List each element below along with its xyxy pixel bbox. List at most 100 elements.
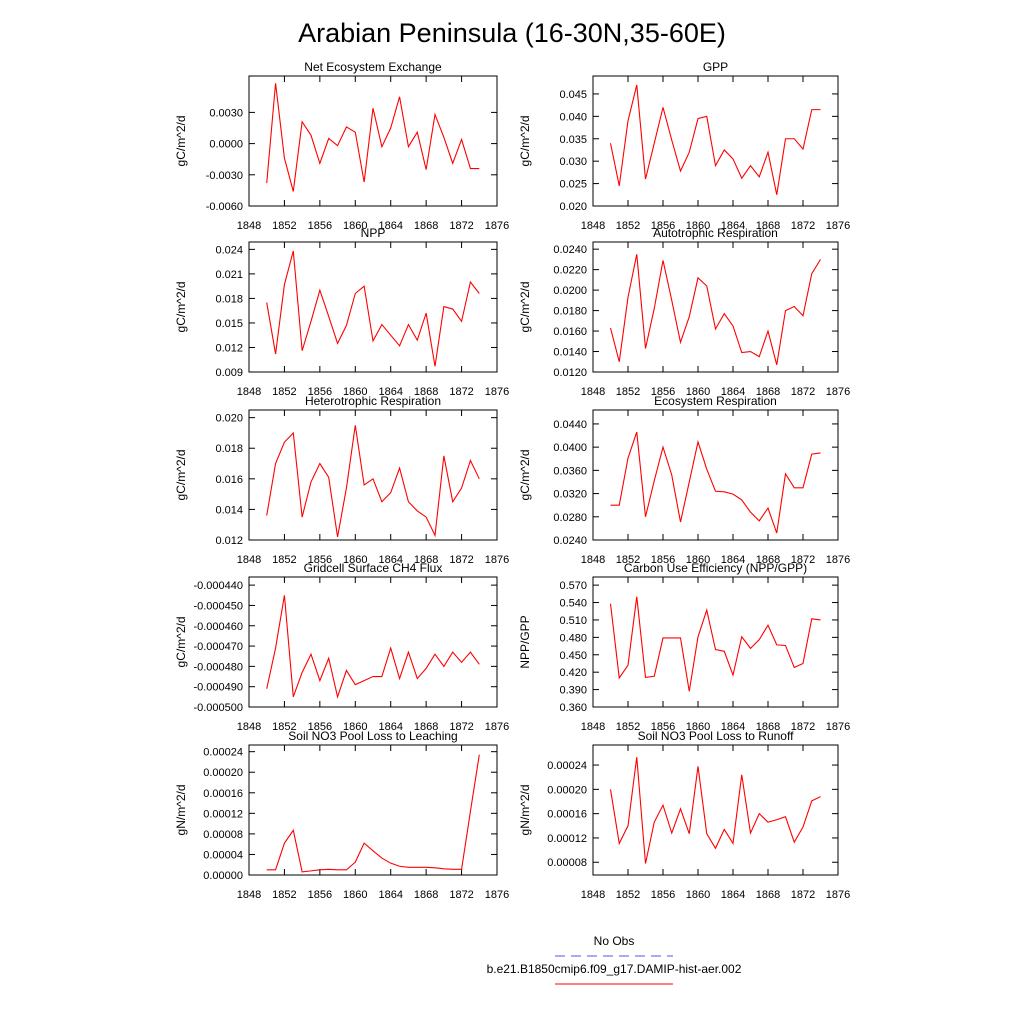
x-tick-label: 1872: [791, 889, 815, 901]
legend-label: b.e21.B1850cmip6.f09_g17.DAMIP-hist-aer.…: [487, 962, 742, 976]
y-tick-label: -0.000450: [193, 600, 243, 612]
x-tick-label: 1860: [343, 554, 367, 566]
x-tick-label: 1856: [651, 220, 675, 232]
y-tick-label: 0.570: [559, 580, 587, 592]
x-tick-label: 1848: [581, 889, 605, 901]
y-tick-label: 0.00000: [203, 870, 243, 882]
y-tick-label: 0.420: [559, 667, 587, 679]
y-axis-label: gC/m^2/d: [174, 617, 188, 668]
y-axis-label: gC/m^2/d: [518, 282, 532, 333]
x-tick-label: 1876: [485, 220, 509, 232]
x-tick-label: 1852: [272, 721, 296, 733]
y-axis-label: gN/m^2/d: [518, 785, 532, 836]
panel: Carbon Use Efficiency (NPP/GPP) NPP/GPP 0.…: [518, 561, 850, 733]
plot-frame: [248, 409, 498, 541]
x-tick-label: 1872: [449, 721, 473, 733]
x-tick-label: 1876: [485, 889, 509, 901]
x-tick-label: 1864: [378, 386, 402, 398]
x-tick-label: 1864: [721, 721, 745, 733]
x-tick-label: 1860: [343, 889, 367, 901]
x-tick-label: 1868: [414, 220, 438, 232]
x-tick-label: 1872: [449, 554, 473, 566]
y-tick-label: 0.0160: [553, 326, 587, 338]
x-tick-label: 1868: [756, 220, 780, 232]
panel-title: Heterotrophic Respiration: [305, 394, 441, 408]
y-tick-label: 0.00008: [203, 829, 243, 841]
data-line: [266, 83, 480, 192]
x-tick-label: 1848: [237, 554, 261, 566]
data-line: [266, 595, 480, 699]
x-tick-label: 1852: [272, 554, 296, 566]
y-tick-label: 0.00020: [547, 784, 587, 796]
x-tick-label: 1872: [449, 386, 473, 398]
x-tick-label: 1860: [686, 554, 710, 566]
x-tick-label: 1872: [791, 721, 815, 733]
x-tick-label: 1860: [686, 889, 710, 901]
y-tick-label: 0.015: [215, 318, 243, 330]
x-tick-label: 1860: [343, 220, 367, 232]
y-tick-label: 0.035: [559, 134, 587, 146]
y-tick-label: 0.00004: [203, 849, 243, 861]
panel: Autotrophic Respiration gC/m^2/d 0.0120 0.0…: [518, 226, 850, 398]
x-tick-label: 1876: [826, 889, 850, 901]
data-line: [609, 84, 821, 195]
data-line: [610, 431, 821, 534]
x-tick-label: 1848: [237, 386, 261, 398]
x-tick-label: 1848: [581, 386, 605, 398]
x-tick-label: 1864: [378, 554, 402, 566]
x-tick-label: 1872: [449, 220, 473, 232]
y-tick-label: 0.0030: [209, 107, 243, 119]
y-tick-label: 0.021: [215, 269, 243, 281]
y-tick-label: 0.012: [215, 342, 243, 354]
y-tick-label: -0.000500: [193, 702, 243, 714]
y-tick-label: 0.040: [559, 111, 587, 123]
x-tick-label: 1856: [308, 889, 332, 901]
x-tick-label: 1876: [826, 220, 850, 232]
x-tick-label: 1864: [721, 889, 745, 901]
x-tick-label: 1876: [485, 554, 509, 566]
y-tick-label: 0.00016: [203, 788, 243, 800]
x-tick-label: 1868: [756, 554, 780, 566]
panel-title: Ecosystem Respiration: [654, 394, 777, 408]
y-tick-label: 0.0240: [553, 244, 587, 256]
x-tick-label: 1848: [581, 554, 605, 566]
panel-title: Soil NO3 Pool Loss to Runoff: [638, 729, 795, 743]
x-tick-label: 1876: [485, 721, 509, 733]
y-tick-label: 0.012: [215, 535, 243, 547]
y-tick-label: 0.00020: [203, 767, 243, 779]
x-tick-label: 1864: [378, 220, 402, 232]
y-tick-label: -0.000490: [193, 682, 243, 694]
x-tick-label: 1864: [721, 220, 745, 232]
y-tick-label: -0.000470: [193, 641, 243, 653]
x-tick-label: 1868: [756, 721, 780, 733]
y-tick-label: 0.360: [559, 702, 587, 714]
x-tick-label: 1852: [616, 220, 640, 232]
plot-frame: [248, 241, 498, 373]
x-tick-label: 1868: [756, 386, 780, 398]
y-tick-label: 0.540: [559, 598, 587, 610]
x-tick-label: 1868: [414, 386, 438, 398]
y-tick-label: 0.020: [215, 413, 243, 425]
y-tick-label: 0.009: [215, 367, 243, 379]
x-tick-label: 1860: [686, 386, 710, 398]
figure-title: Arabian Peninsula (16-30N,35-60E): [298, 18, 726, 48]
panel-title: NPP: [361, 226, 386, 240]
y-tick-label: 0.480: [559, 632, 587, 644]
y-tick-label: 0.018: [215, 443, 243, 455]
y-tick-label: 0.045: [559, 89, 587, 101]
y-tick-label: 0.0000: [209, 139, 243, 151]
x-tick-label: 1856: [308, 721, 332, 733]
y-tick-label: 0.510: [559, 615, 587, 627]
data-line: [609, 254, 821, 365]
x-tick-label: 1852: [272, 889, 296, 901]
y-axis-label: gC/m^2/d: [174, 282, 188, 333]
y-tick-label: 0.0320: [553, 489, 587, 501]
y-axis-label: NPP/GPP: [518, 615, 532, 668]
panel: Ecosystem Respiration gC/m^2/d 0.0240 0.028…: [518, 394, 850, 566]
x-tick-label: 1868: [414, 554, 438, 566]
x-tick-label: 1864: [721, 554, 745, 566]
data-line: [266, 250, 480, 367]
x-tick-label: 1848: [237, 220, 261, 232]
